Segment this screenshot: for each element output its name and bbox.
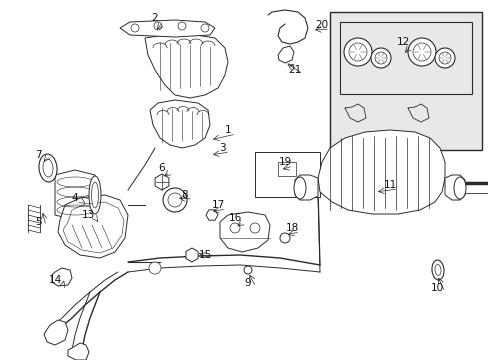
Ellipse shape bbox=[39, 154, 57, 182]
Polygon shape bbox=[120, 20, 215, 37]
Circle shape bbox=[178, 22, 185, 30]
Polygon shape bbox=[317, 130, 444, 214]
Ellipse shape bbox=[43, 159, 53, 177]
Circle shape bbox=[370, 48, 390, 68]
Circle shape bbox=[201, 24, 208, 32]
Text: 13: 13 bbox=[81, 210, 95, 220]
Text: 21: 21 bbox=[288, 65, 301, 75]
Text: 2: 2 bbox=[151, 13, 158, 23]
Circle shape bbox=[434, 48, 454, 68]
Bar bbox=[278, 162, 295, 176]
Bar bbox=[329, 12, 481, 150]
Circle shape bbox=[163, 188, 186, 212]
Circle shape bbox=[149, 262, 161, 274]
Polygon shape bbox=[44, 320, 68, 345]
Text: 19: 19 bbox=[278, 157, 291, 167]
Polygon shape bbox=[58, 195, 128, 258]
Ellipse shape bbox=[293, 177, 305, 199]
Circle shape bbox=[348, 43, 366, 61]
Text: 11: 11 bbox=[383, 180, 396, 190]
Text: 12: 12 bbox=[396, 37, 409, 47]
Ellipse shape bbox=[453, 177, 465, 199]
Circle shape bbox=[249, 223, 260, 233]
Bar bbox=[254, 152, 319, 197]
Text: 10: 10 bbox=[429, 283, 443, 293]
Ellipse shape bbox=[434, 265, 440, 275]
Circle shape bbox=[229, 223, 240, 233]
Bar bbox=[339, 22, 471, 94]
Text: 15: 15 bbox=[198, 250, 211, 260]
Polygon shape bbox=[220, 212, 269, 252]
Polygon shape bbox=[278, 46, 293, 63]
Text: 7: 7 bbox=[35, 150, 41, 160]
Polygon shape bbox=[145, 34, 227, 98]
Circle shape bbox=[244, 266, 251, 274]
Polygon shape bbox=[55, 170, 95, 220]
Text: 1: 1 bbox=[224, 125, 231, 135]
Text: 9: 9 bbox=[244, 278, 251, 288]
Text: 6: 6 bbox=[159, 163, 165, 173]
Polygon shape bbox=[444, 175, 464, 200]
Text: 17: 17 bbox=[211, 200, 224, 210]
Text: 3: 3 bbox=[218, 143, 225, 153]
Polygon shape bbox=[52, 268, 72, 286]
Ellipse shape bbox=[91, 182, 98, 208]
Circle shape bbox=[407, 38, 435, 66]
Text: 18: 18 bbox=[285, 223, 298, 233]
Circle shape bbox=[412, 43, 430, 61]
Polygon shape bbox=[294, 175, 317, 200]
Circle shape bbox=[154, 22, 162, 30]
Ellipse shape bbox=[431, 260, 443, 280]
Circle shape bbox=[280, 233, 289, 243]
Text: 16: 16 bbox=[228, 213, 241, 223]
Circle shape bbox=[343, 38, 371, 66]
Text: 8: 8 bbox=[182, 190, 188, 200]
Circle shape bbox=[438, 52, 450, 64]
Text: 5: 5 bbox=[35, 217, 41, 227]
Polygon shape bbox=[68, 343, 89, 360]
Ellipse shape bbox=[89, 176, 101, 214]
Circle shape bbox=[131, 24, 139, 32]
Text: 14: 14 bbox=[48, 275, 61, 285]
Circle shape bbox=[168, 193, 182, 207]
Text: 20: 20 bbox=[315, 20, 328, 30]
Polygon shape bbox=[150, 100, 209, 148]
Text: 4: 4 bbox=[72, 193, 78, 203]
Circle shape bbox=[374, 52, 386, 64]
